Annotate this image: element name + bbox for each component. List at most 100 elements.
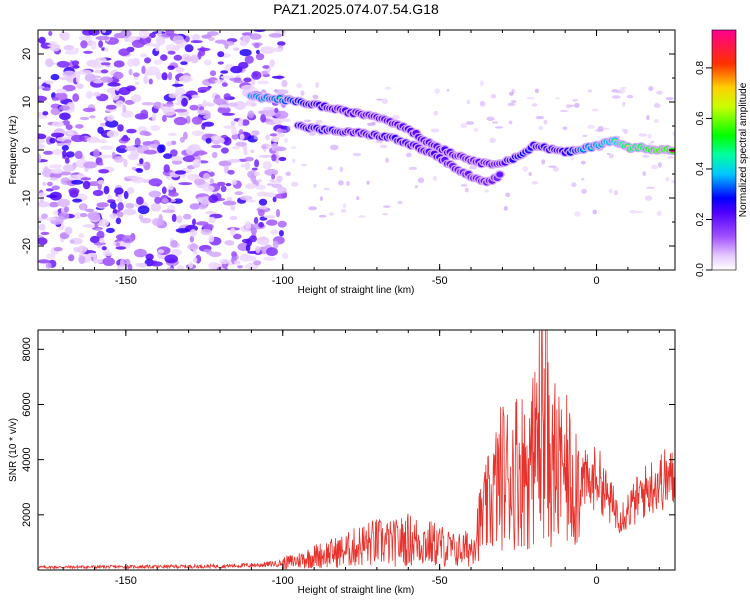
- halo-blob: [340, 209, 347, 213]
- noise-blob: [162, 106, 176, 116]
- noise-blob: [148, 78, 153, 85]
- noise-blob: [238, 61, 249, 69]
- snr-x-label: Height of straight line (km): [298, 585, 415, 596]
- noise-blob: [219, 267, 225, 270]
- noise-blob: [72, 198, 82, 203]
- noise-blob: [76, 83, 84, 90]
- noise-blob: [176, 265, 185, 270]
- noise-blob: [201, 122, 206, 130]
- halo-blob: [494, 126, 504, 129]
- noise-blob: [85, 90, 93, 99]
- halo-blob: [591, 108, 599, 112]
- halo-blob: [287, 125, 291, 132]
- halo-blob: [587, 89, 593, 93]
- halo-blob: [384, 86, 392, 90]
- noise-blob: [219, 258, 230, 265]
- noise-blob: [203, 59, 212, 66]
- noise-blob: [257, 80, 269, 85]
- noise-blob: [136, 168, 144, 173]
- noise-blob: [189, 104, 199, 111]
- noise-blob: [113, 71, 124, 80]
- noise-blob: [244, 35, 250, 44]
- halo-blob: [653, 119, 659, 123]
- noise-blob: [82, 224, 95, 228]
- halo-blob: [292, 158, 296, 163]
- noise-blob: [113, 60, 125, 68]
- halo-blob: [650, 140, 655, 144]
- noise-blob: [143, 75, 149, 85]
- noise-blob: [137, 205, 150, 215]
- halo-blob: [541, 159, 546, 165]
- noise-blob: [66, 130, 74, 136]
- halo-blob: [629, 209, 638, 214]
- spectrogram-ridge-layer: [246, 91, 675, 187]
- noise-blob: [258, 205, 268, 210]
- noise-blob: [87, 211, 101, 220]
- noise-blob: [152, 43, 161, 48]
- halo-blob: [647, 133, 652, 139]
- halo-blob: [290, 146, 297, 149]
- snr-y-label: SNR (10 * v/v): [8, 418, 19, 482]
- noise-blob: [127, 263, 133, 270]
- halo-blob: [266, 118, 273, 123]
- noise-blob: [244, 161, 251, 171]
- noise-blob: [125, 202, 135, 209]
- noise-blob: [193, 178, 206, 186]
- noise-blob: [64, 206, 69, 213]
- snr-x-tick-label: -50: [432, 575, 448, 587]
- noise-blob: [241, 238, 250, 244]
- noise-blob: [168, 191, 179, 197]
- noise-blob: [232, 145, 240, 150]
- noise-blob: [51, 168, 63, 174]
- halo-blob: [327, 166, 333, 171]
- halo-blob: [608, 188, 613, 194]
- halo-blob: [430, 128, 440, 133]
- noise-blob: [64, 157, 70, 164]
- halo-blob: [626, 94, 634, 99]
- noise-blob: [166, 141, 173, 147]
- noise-blob: [136, 163, 147, 166]
- noise-blob: [66, 151, 75, 158]
- noise-blob: [131, 176, 145, 184]
- noise-blob: [117, 124, 124, 132]
- noise-blob: [274, 89, 289, 95]
- halo-blob: [535, 116, 545, 120]
- noise-blob: [141, 65, 146, 75]
- halo-blob: [552, 167, 559, 172]
- noise-blob: [160, 54, 168, 61]
- noise-blob: [272, 240, 279, 249]
- noise-blob: [127, 153, 139, 160]
- noise-blob: [45, 58, 54, 68]
- halo-blob: [635, 211, 644, 213]
- noise-blob: [145, 253, 154, 261]
- noise-blob: [235, 141, 247, 147]
- noise-blob: [100, 76, 114, 83]
- noise-blob: [45, 188, 54, 192]
- halo-blob: [346, 181, 351, 186]
- noise-blob: [209, 178, 214, 185]
- halo-blob: [376, 98, 383, 101]
- noise-blob: [61, 145, 69, 151]
- snr-axes: -150 -100 -50 0 2000 4000 6000 8000: [21, 329, 676, 587]
- noise-blob: [102, 30, 106, 33]
- noise-blob: [253, 217, 259, 225]
- halo-blob: [285, 171, 291, 176]
- colorbar-tick-label: 0.6: [695, 111, 706, 125]
- noise-blob: [38, 192, 47, 197]
- noise-blob: [190, 54, 199, 64]
- halo-blob: [284, 138, 288, 143]
- noise-blob: [38, 216, 43, 223]
- halo-blob: [300, 90, 305, 96]
- noise-blob: [48, 164, 63, 169]
- noise-blob: [148, 143, 158, 149]
- noise-blob: [271, 154, 277, 162]
- noise-blob: [134, 81, 140, 85]
- noise-blob: [65, 124, 73, 130]
- noise-blob: [273, 136, 280, 143]
- noise-blob: [74, 47, 80, 53]
- noise-blob: [117, 202, 124, 211]
- halo-blob: [569, 104, 574, 107]
- halo-blob: [581, 177, 585, 181]
- noise-blob: [126, 187, 135, 194]
- halo-blob: [531, 181, 539, 185]
